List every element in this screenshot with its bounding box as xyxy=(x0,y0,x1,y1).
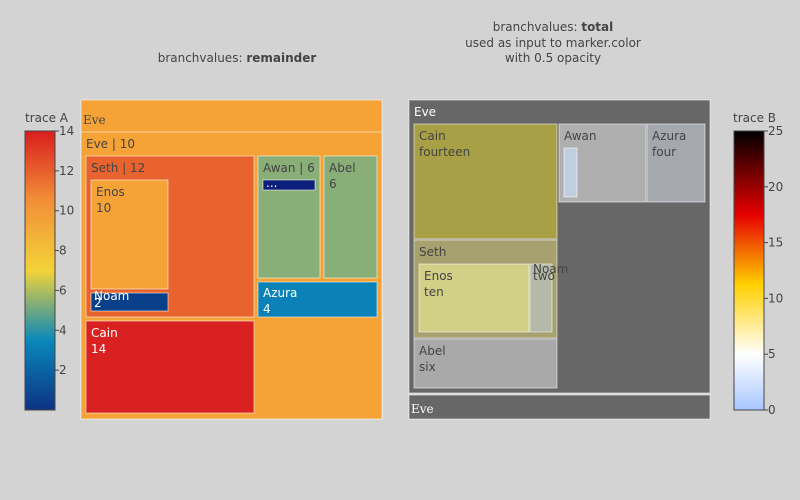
colorbar-b-ticks: 0 5 10 15 20 25 xyxy=(764,124,783,417)
colorbar-b-tick-label: 15 xyxy=(768,236,783,250)
tile-sublabel-1-abel: six xyxy=(419,360,436,374)
colorbar-a-ticks: 2 4 6 8 10 12 14 xyxy=(55,124,74,377)
colorbar-a-tick-label: 6 xyxy=(59,283,67,297)
tile-label-1-abel: Abel xyxy=(419,344,446,358)
tile-sublabel-0-abel: 6 xyxy=(329,177,337,191)
colorbar-a-tick-label: 4 xyxy=(59,323,67,337)
tile-1-azura[interactable] xyxy=(646,123,706,203)
tile-label-0-enos: Enos xyxy=(96,185,125,199)
tile-1-enoch[interactable] xyxy=(563,147,578,198)
tile-sublabel-0-enos: 10 xyxy=(96,201,111,215)
tile-sublabel-0-noam: 2 xyxy=(94,296,102,310)
tile-label-0-eve: Eve | 10 xyxy=(86,137,135,151)
colorbar-b-tick-label: 10 xyxy=(768,291,783,305)
tile-0-noam[interactable] xyxy=(90,292,169,312)
tile-1-cain[interactable] xyxy=(413,123,558,240)
tile-sublabel-0-cain: 14 xyxy=(91,342,106,356)
tile-label-0-seth: Seth | 12 xyxy=(91,161,145,175)
tile-label-1-enos: Enos xyxy=(424,269,453,283)
chart-title-b-line2: used as input to marker.color xyxy=(465,36,641,50)
tile-1-root-bar[interactable] xyxy=(408,394,711,420)
tile-sublabel-1-noam: two xyxy=(533,269,555,283)
colorbar-b-tick-label: 20 xyxy=(768,180,783,194)
tile-label-0-cain: Cain xyxy=(91,326,118,340)
tile-1-enos[interactable] xyxy=(418,263,530,333)
tile-1-noam[interactable] xyxy=(529,263,553,333)
colorbar-b-tick-label: 5 xyxy=(768,347,776,361)
tile-label-0-root: Eve xyxy=(83,113,106,127)
colorbar-a-tick-label: 2 xyxy=(59,363,67,377)
tile-label-0-azura: Azura xyxy=(263,286,297,300)
tile-0-azura[interactable] xyxy=(257,281,378,318)
colorbar-a-tick-label: 12 xyxy=(59,164,74,178)
tile-0-abel[interactable] xyxy=(323,155,378,279)
tile-label-1-awan: Awan xyxy=(564,129,597,143)
tile-1-abel[interactable] xyxy=(413,338,558,389)
tile-label-1-noam: Noam xyxy=(533,262,568,276)
tile-label-1-seth: Seth xyxy=(419,245,446,259)
tile-0-enoch[interactable] xyxy=(262,179,316,191)
tile-label-0-awan: Awan | 6 xyxy=(263,161,315,175)
colorbar-a-tick-label: 10 xyxy=(59,204,74,218)
colorbar-b-tick-label: 0 xyxy=(768,403,776,417)
tile-label-1-root-bar: Eve xyxy=(411,402,434,416)
tile-sublabel-1-cain: fourteen xyxy=(419,145,470,159)
tile-label-1-root: Eve xyxy=(414,105,436,119)
chart-title-a-prefix: branchvalues: xyxy=(158,51,247,65)
tile-label-0-enoch: ... xyxy=(266,176,277,190)
treemap-b: Eve Cain fourteen Awan Azura four Seth Enos ten N… xyxy=(408,99,711,420)
chart-title-a: branchvalues: remainder xyxy=(158,51,317,65)
tile-sublabel-0-azura: 4 xyxy=(263,302,271,316)
colorbar-b xyxy=(733,130,765,411)
chart-title-b: branchvalues: total xyxy=(493,20,614,34)
colorbar-a-title: trace A xyxy=(25,111,69,125)
tile-0-awan[interactable] xyxy=(257,155,321,279)
colorbar-b-title: trace B xyxy=(733,111,776,125)
tile-0-enos[interactable] xyxy=(90,179,169,290)
colorbar-a xyxy=(24,130,56,411)
tile-label-1-azura: Azura xyxy=(652,129,686,143)
tile-label-0-abel: Abel xyxy=(329,161,356,175)
colorbar-b-tick-label: 25 xyxy=(768,124,783,138)
tile-sublabel-1-azura: four xyxy=(652,145,676,159)
chart-title-b-line3: with 0.5 opacity xyxy=(505,51,601,65)
chart-title-a-bold: remainder xyxy=(246,51,316,65)
tile-0-cain[interactable] xyxy=(85,320,255,414)
colorbar-a-tick-label: 14 xyxy=(59,124,74,138)
chart-title-b-prefix: branchvalues: xyxy=(493,20,582,34)
tile-sublabel-1-enos: ten xyxy=(424,285,444,299)
tile-label-1-cain: Cain xyxy=(419,129,446,143)
chart-title-b-bold: total xyxy=(581,20,613,34)
tile-label-0-noam: Noam xyxy=(94,289,129,303)
colorbar-a-tick-label: 8 xyxy=(59,244,67,258)
